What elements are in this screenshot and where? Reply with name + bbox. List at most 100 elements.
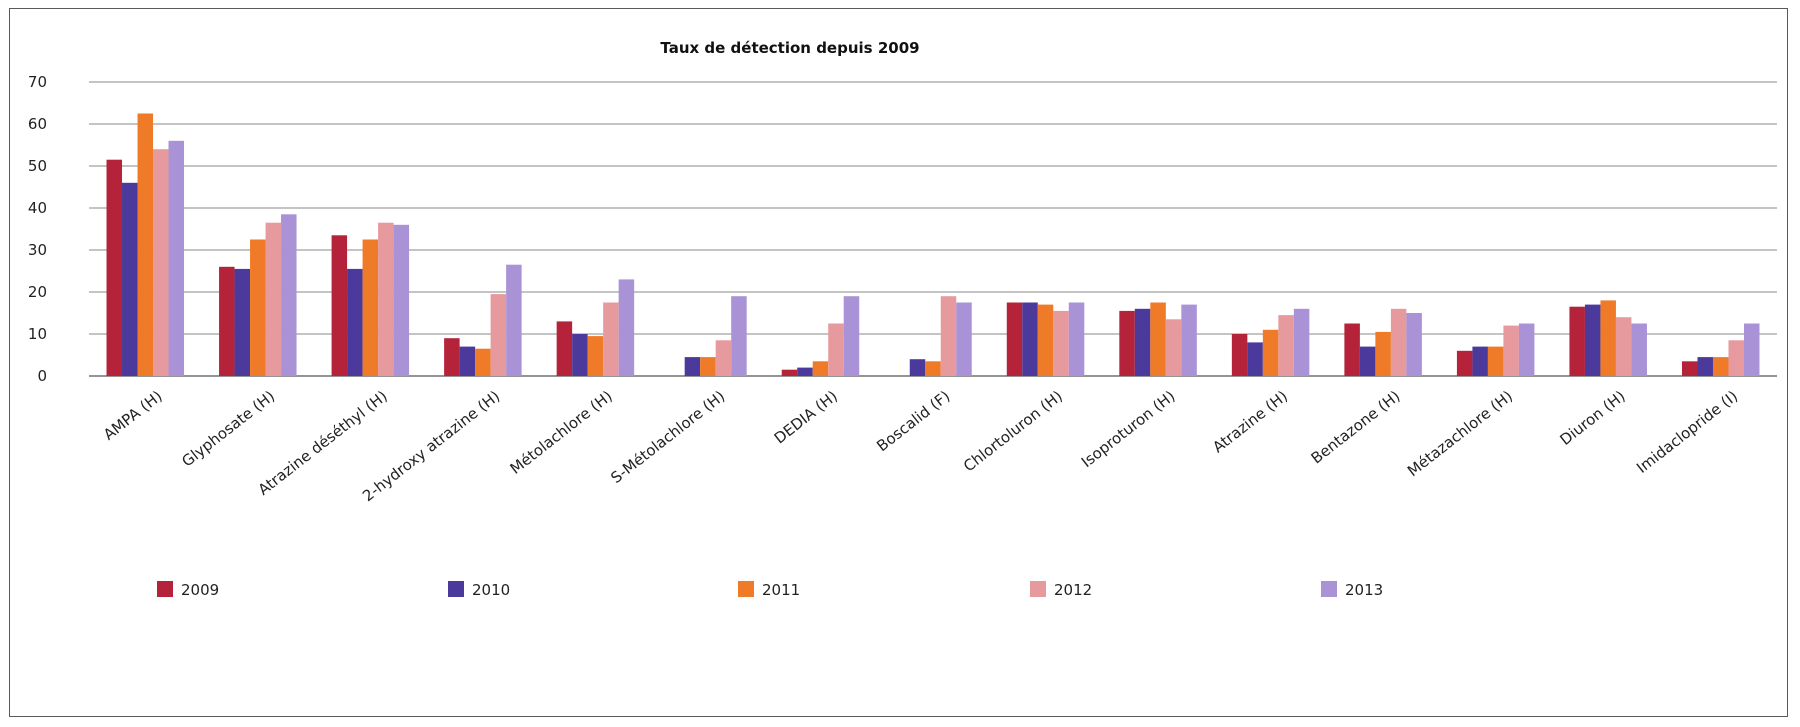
bar [1681,361,1698,376]
bar [490,294,507,376]
bar [1247,342,1263,376]
bar [1406,313,1422,376]
legend-label: 2009 [181,581,219,599]
bar [684,357,701,376]
bar [1743,323,1760,376]
bar [106,159,123,376]
bar [393,224,410,376]
bar [234,268,251,376]
bar [797,367,813,376]
y-tick-label: 40 [28,199,47,217]
bar [572,334,588,376]
bar [459,346,476,376]
x-tick-label: Métolachlore (H) [507,387,616,478]
bar [168,140,185,376]
legend-swatch [738,581,754,597]
bar [1472,346,1488,376]
bar [1631,323,1647,376]
y-tick-label: 50 [28,157,47,175]
bar [362,239,379,376]
legend-label: 2010 [472,581,510,599]
bar [925,361,941,376]
bar [444,338,460,376]
bar [1262,329,1279,376]
y-tick-label: 10 [28,325,47,343]
y-tick-label: 20 [28,283,47,301]
bar [1456,350,1473,376]
bar [940,296,957,376]
bar [715,340,732,376]
y-axis-ticks: 0 10 20 30 40 50 60 70 [28,73,47,385]
legend-swatch [1321,581,1337,597]
bar [556,321,573,376]
legend-swatch [448,581,464,597]
bar [347,268,363,376]
bar [1165,319,1182,376]
bar [1600,300,1616,376]
bar [1697,357,1713,376]
y-tick-label: 0 [37,367,47,385]
bar [1359,346,1376,376]
bar [378,222,394,376]
x-tick-label: Glyphosate (H) [178,387,278,471]
legend: 2009 2010 2011 2012 2013 [157,581,1383,599]
bar [1150,302,1166,376]
legend-label: 2012 [1054,581,1092,599]
x-tick-label: AMPA (H) [100,387,166,444]
bar [1487,346,1504,376]
x-axis-labels: AMPA (H) Glyphosate (H)Atrazine déséthyl … [100,387,1741,505]
bar [1390,308,1407,376]
bar [843,296,860,376]
bar [731,296,747,376]
bar [1728,340,1744,376]
bar [281,214,297,376]
bar [1022,302,1038,376]
bar [1518,323,1535,376]
bar [1712,357,1729,376]
legend-label: 2011 [762,581,800,599]
x-tick-label: Chlortoluron (H) [960,387,1066,475]
bar [1006,302,1023,376]
bar [219,266,235,376]
bar [1278,315,1294,376]
bar [828,323,844,376]
legend-swatch [1030,581,1046,597]
x-tick-label: Boscalid (F) [873,387,953,455]
bar [1037,304,1054,376]
bar [1119,310,1135,376]
bar [1584,304,1601,376]
bar [700,357,716,376]
bar [1344,323,1360,376]
bar [587,336,604,376]
bar [153,149,169,376]
legend-swatch [157,581,173,597]
bar [1293,308,1310,376]
y-tick-label: 60 [28,115,47,133]
chart-title: Taux de détection depuis 2009 [660,39,919,57]
bar [1569,306,1585,376]
bar [1068,302,1085,376]
x-tick-label: Bentazone (H) [1308,387,1404,467]
bar [265,222,282,376]
y-tick-label: 70 [28,73,47,91]
bar [250,239,266,376]
bar [331,235,348,376]
bar [137,113,154,376]
x-tick-label: Diuron (H) [1557,387,1629,449]
bar [1181,304,1197,376]
x-tick-label: S-Métolachlore (H) [607,387,728,487]
bar [1134,308,1151,376]
bar [781,369,798,376]
bar [1053,310,1069,376]
bar [956,302,972,376]
bar [909,359,926,376]
bar [812,361,829,376]
x-tick-label: Imidaclopride (I) [1633,387,1741,477]
bar [1375,331,1391,376]
bar [1231,334,1248,376]
bars [106,113,1760,376]
x-tick-label: DEDIA (H) [771,387,841,447]
bar [1615,317,1632,376]
bar [618,279,635,376]
